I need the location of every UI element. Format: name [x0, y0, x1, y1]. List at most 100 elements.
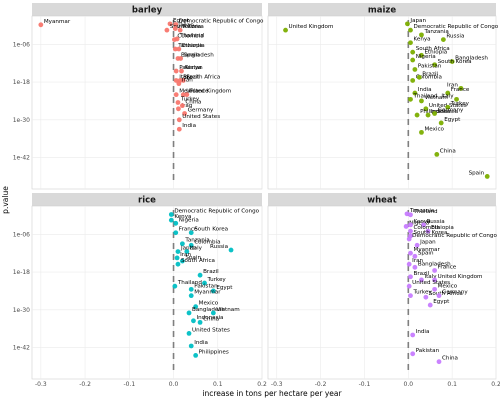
data-point	[188, 242, 194, 248]
point-label: Turkey	[180, 97, 200, 103]
point-label: Democratic Republic of Congo	[174, 208, 259, 214]
point-label: Spain	[418, 250, 434, 256]
data-point	[210, 288, 216, 294]
point-label: France	[179, 227, 198, 233]
facet-panel-wheat: wheat -0.3 -0.2 -0.1 0.0 0.1 0.2 TanzaniaThaila…	[267, 193, 500, 388]
y-tick-label: 1e-06	[13, 41, 30, 48]
point-label: Pakistan	[416, 348, 440, 354]
data-point	[419, 52, 424, 58]
point-label: South Africa	[181, 258, 215, 264]
data-point	[179, 258, 185, 264]
plot-area	[267, 205, 497, 380]
point-label: Egypt	[433, 299, 450, 305]
data-point	[182, 111, 187, 116]
point-label: Italy	[190, 246, 203, 252]
facet-strip-label: rice	[138, 196, 156, 206]
data-point	[434, 152, 440, 157]
point-label: Turkey	[413, 290, 433, 296]
data-point	[172, 46, 178, 52]
point-label: Thailand	[413, 209, 438, 215]
data-point	[176, 106, 181, 112]
point-label: Colombia	[194, 239, 220, 245]
data-point	[419, 98, 424, 104]
x-tick-label: -0.3	[271, 381, 283, 388]
data-point	[449, 59, 455, 65]
point-label: Myanmar	[44, 19, 71, 25]
data-point	[172, 283, 178, 289]
x-tick-label: -0.1	[123, 381, 135, 388]
data-point	[410, 57, 416, 63]
point-label: Democratic Republic of Congo	[179, 18, 264, 24]
plot-area	[31, 15, 263, 190]
point-label: France	[438, 264, 457, 270]
point-label: Thailand	[177, 280, 202, 286]
data-point	[406, 236, 412, 242]
point-label: Iran	[447, 82, 458, 88]
data-point	[197, 272, 203, 278]
data-point	[175, 261, 181, 267]
data-point	[176, 81, 182, 87]
facet-strip	[268, 3, 496, 16]
x-tick-label: -0.2	[79, 381, 91, 388]
data-point	[184, 92, 190, 98]
point-label: Indonesia	[196, 315, 223, 321]
point-label: Mexico	[199, 301, 219, 307]
point-label: Ethiopia	[424, 49, 447, 55]
data-point	[408, 40, 413, 46]
point-label: Myanmar	[414, 247, 441, 253]
data-point	[432, 277, 438, 283]
point-label: Brazil	[183, 74, 199, 80]
point-label: Colombia	[414, 225, 440, 231]
point-label: Bangladesh	[455, 56, 488, 62]
data-point	[164, 27, 170, 33]
point-label: Spain	[185, 255, 201, 261]
data-point	[174, 255, 180, 261]
point-label: Iran	[182, 78, 193, 84]
point-label: Tanzania	[184, 238, 209, 244]
x-tick-label: 0.2	[257, 381, 267, 388]
data-point	[410, 332, 416, 338]
point-label: South Africa	[186, 74, 220, 80]
point-label: Kenya	[174, 214, 191, 220]
point-label: Germany	[442, 290, 468, 296]
plot-area	[31, 205, 263, 380]
point-label: Egypt	[444, 117, 461, 123]
point-label: United Kingdom	[438, 274, 483, 280]
data-point	[197, 319, 203, 325]
data-point	[193, 304, 199, 310]
point-label: United States	[192, 327, 230, 333]
y-tick-label: 1e-30	[13, 117, 30, 124]
data-point	[432, 62, 438, 68]
facet-strip	[32, 3, 262, 16]
point-label: United Kingdom	[186, 89, 231, 95]
data-point	[436, 359, 442, 365]
point-label: Egypt	[173, 18, 190, 24]
point-label: China	[440, 148, 456, 154]
data-point	[408, 27, 413, 33]
point-label: China	[185, 100, 201, 106]
point-label: United Kingdom	[289, 24, 334, 30]
data-point	[172, 26, 178, 31]
point-label: Bangladesh	[418, 261, 451, 267]
data-point	[408, 274, 413, 280]
point-label: France	[190, 89, 209, 95]
data-point	[408, 222, 413, 228]
data-point	[173, 22, 179, 27]
y-axis-title: p.value	[1, 186, 10, 214]
point-label: Bangladesh	[192, 307, 225, 313]
facet-strip-label: wheat	[367, 196, 396, 206]
point-label: Iran	[412, 258, 423, 264]
point-label: Italy	[179, 74, 192, 80]
x-tick-label: -0.2	[315, 381, 327, 388]
data-point	[484, 174, 490, 179]
point-label: Democratic Republic of Congo	[412, 233, 497, 239]
data-point	[408, 250, 413, 256]
data-point	[179, 68, 184, 74]
point-label: France	[451, 87, 470, 93]
data-point	[403, 224, 409, 229]
data-point	[419, 32, 424, 38]
x-tick-label: -0.3	[35, 381, 47, 388]
point-label: Mexico	[179, 89, 199, 95]
point-label: South Korea	[170, 24, 204, 30]
facet-panel-rice: rice -0.3 -0.2 -0.1 0.0 0.1 0.2 1e-06 1e-18 1e-30…	[13, 193, 267, 388]
